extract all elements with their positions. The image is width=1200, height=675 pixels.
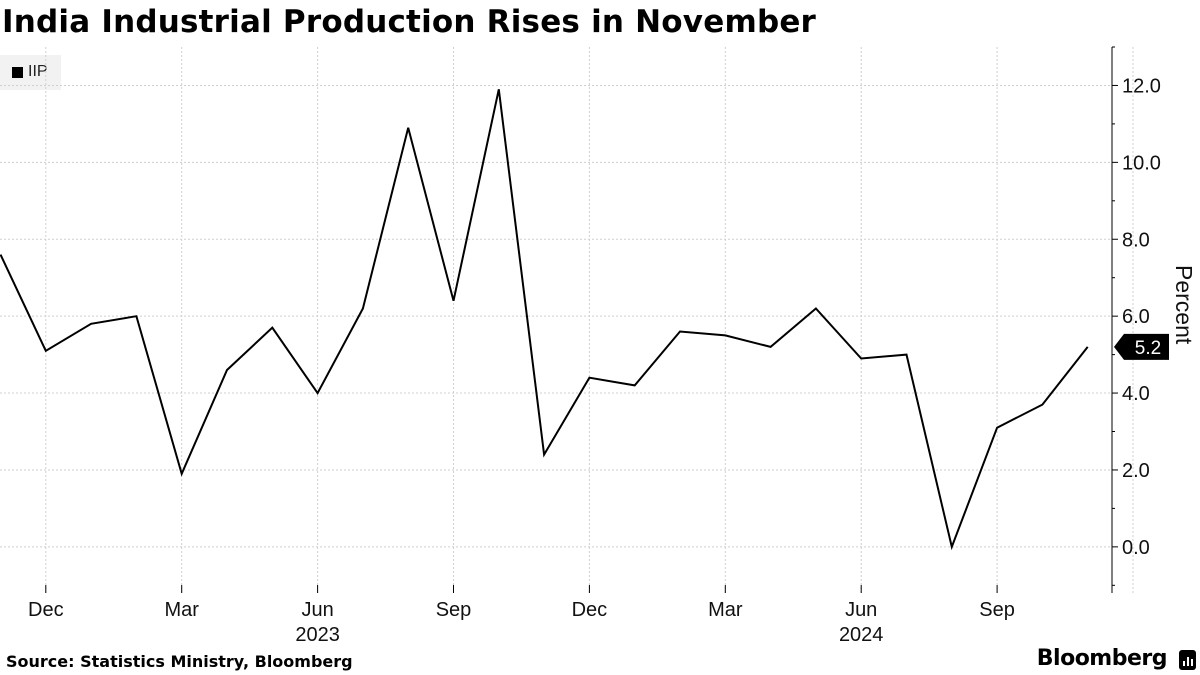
x-year-label: 2024 (839, 624, 884, 646)
x-year-label: 2023 (295, 624, 340, 646)
legend: IIP (0, 55, 61, 90)
x-tick-label: Dec (28, 599, 64, 621)
chart-title: India Industrial Production Rises in Nov… (2, 4, 817, 40)
x-tick-label: Mar (164, 599, 199, 621)
legend-swatch-iip (12, 67, 23, 78)
x-tick-label: Jun (845, 599, 877, 621)
x-tick-label: Jun (301, 599, 333, 621)
y-axis-title: Percent (1171, 265, 1197, 345)
end-value-label: 5.2 (1135, 338, 1161, 359)
x-tick-label: Sep (436, 599, 472, 621)
y-tick-label: 10.0 (1122, 152, 1161, 174)
brand-logo: Bloomberg (1036, 646, 1168, 671)
x-tick-label: Mar (708, 599, 743, 621)
series-group (0, 89, 1089, 551)
y-tick-label: 2.0 (1122, 460, 1150, 482)
x-tick-label: Dec (572, 599, 608, 621)
y-tick-label: 6.0 (1122, 306, 1150, 328)
end-value-flag (1114, 333, 1169, 360)
legend-label-iip: IIP (28, 63, 48, 80)
y-tick-label: 12.0 (1122, 75, 1161, 97)
series-line-iip (0, 89, 1089, 551)
y-tick-label: 4.0 (1122, 383, 1150, 405)
x-tick-label: Sep (979, 599, 1015, 621)
x-axis: Dec Mar Jun 2023 Sep Dec Mar Jun 2024 Sep (28, 585, 1015, 646)
y-tick-label: 0.0 (1122, 537, 1150, 559)
end-value-group: 5.2 (1114, 333, 1169, 360)
bloomberg-chart-icon (1179, 650, 1196, 670)
source-note: Source: Statistics Ministry, Bloomberg (6, 652, 353, 671)
y-axis: 0.0 2.0 4.0 6.0 8.0 10.0 12.0 Percent (1111, 46, 1197, 593)
y-tick-label: 8.0 (1122, 229, 1150, 251)
gridlines (0, 47, 1134, 593)
